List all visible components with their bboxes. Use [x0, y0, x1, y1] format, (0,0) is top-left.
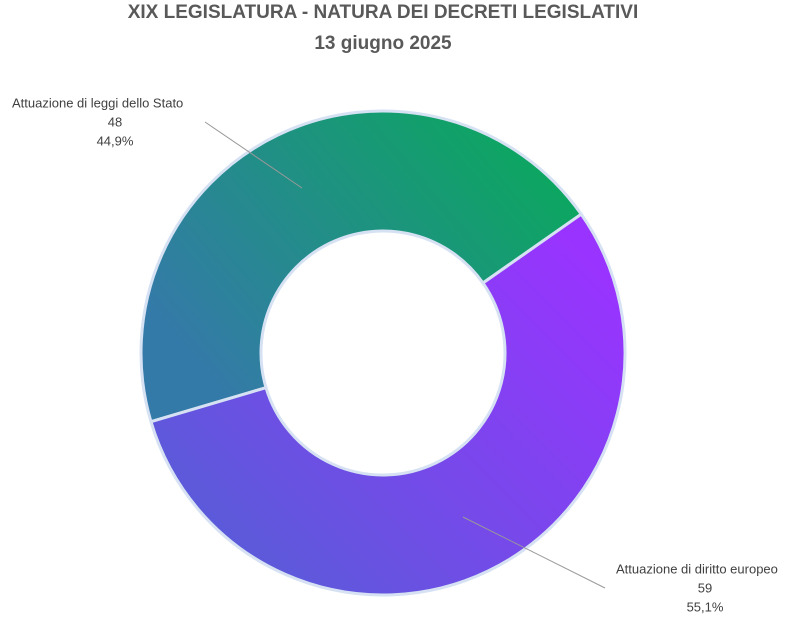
donut-slice — [139, 109, 583, 424]
leader-line — [204, 121, 303, 189]
chart-subtitle: 13 giugno 2025 — [314, 33, 452, 54]
data-label-category: Attuazione di leggi dello Stato — [12, 95, 183, 110]
data-label-category: Attuazione di diritto europeo — [616, 561, 778, 576]
chart-title: XIX LEGISLATURA - NATURA DEI DECRETI LEG… — [128, 2, 639, 23]
data-label-value: 48 — [108, 114, 122, 129]
data-label-percent: 55,1% — [687, 599, 724, 614]
data-label-percent: 44,9% — [97, 133, 134, 148]
data-label-value: 59 — [698, 580, 712, 595]
leader-line — [462, 516, 606, 589]
donut-slice — [149, 212, 627, 597]
